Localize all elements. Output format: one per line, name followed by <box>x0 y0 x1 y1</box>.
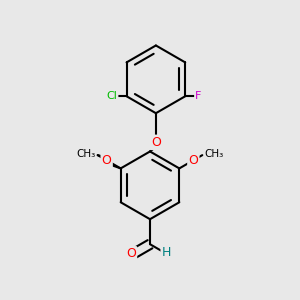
Text: Cl: Cl <box>106 91 117 101</box>
Text: CH₃: CH₃ <box>76 149 95 159</box>
Text: CH₃: CH₃ <box>205 149 224 159</box>
Text: H: H <box>162 246 171 259</box>
Text: F: F <box>195 91 202 101</box>
Text: O: O <box>188 154 198 167</box>
Text: O: O <box>151 136 161 149</box>
Text: O: O <box>126 247 136 260</box>
Text: O: O <box>102 154 112 167</box>
